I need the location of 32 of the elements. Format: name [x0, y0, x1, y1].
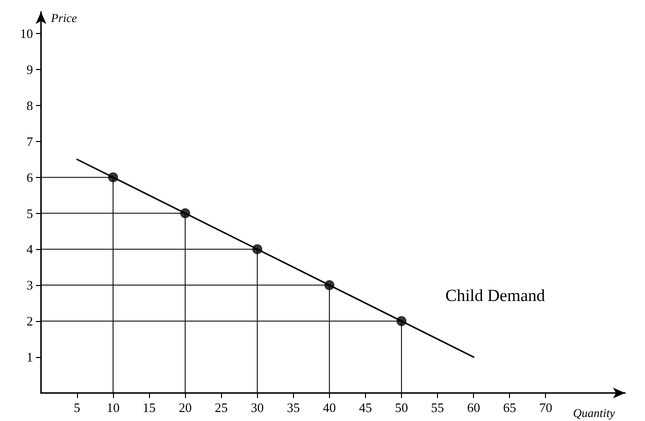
- x-tick-label: 10: [106, 400, 120, 415]
- point: [180, 208, 190, 218]
- annotation: Child Demand: [445, 286, 546, 305]
- x-tick-label: 40: [322, 400, 336, 415]
- x-tick-label: 35: [286, 400, 300, 415]
- x-tick-label: 5: [74, 400, 80, 415]
- point: [324, 280, 334, 290]
- y-tick-label: 3: [26, 278, 33, 293]
- x-tick-label: 70: [539, 400, 552, 415]
- x-tick-label: 20: [178, 400, 192, 415]
- x-tick-label: 50: [394, 400, 408, 415]
- x-tick-label: 25: [214, 400, 228, 415]
- x-tick-label: 60: [467, 400, 480, 415]
- y-tick-label: 9: [26, 62, 33, 78]
- x-tick-label: 55: [431, 400, 444, 415]
- point: [396, 316, 406, 326]
- x-tick-label: 45: [358, 400, 372, 415]
- point: [108, 172, 118, 182]
- y-tick-label: 4: [26, 242, 34, 257]
- y-axis-title: Price: [50, 11, 78, 25]
- y-tick-label: 8: [26, 98, 33, 113]
- y-tick-label: 2: [26, 314, 33, 329]
- x-axis-title: Quantity: [573, 406, 616, 420]
- x-tick-label: 30: [250, 400, 264, 415]
- y-tick-label: 10: [20, 26, 33, 42]
- x-tick-label: 15: [142, 400, 156, 415]
- y-tick-label: 1: [26, 350, 33, 365]
- x-tick-label: 65: [503, 400, 516, 415]
- point: [252, 244, 262, 254]
- y-tick-label: 6: [26, 170, 34, 185]
- y-tick-label: 7: [26, 134, 34, 149]
- y-tick-label: 5: [26, 206, 33, 221]
